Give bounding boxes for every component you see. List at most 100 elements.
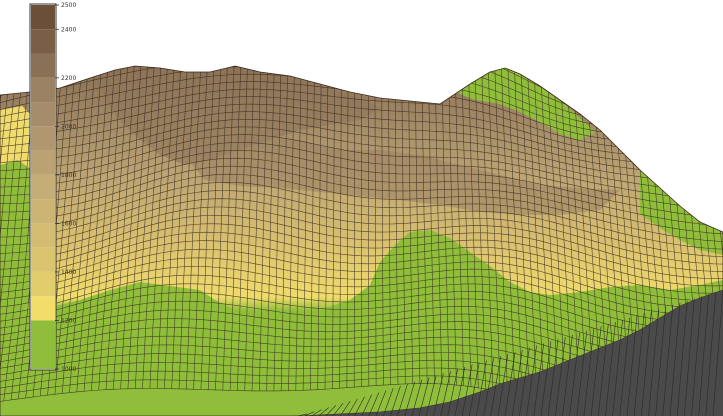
legend-band <box>31 174 55 200</box>
mesh-column <box>400 66 406 384</box>
base-wall-line <box>676 300 688 416</box>
base-wall-line <box>304 411 315 416</box>
base-wall-line <box>512 349 523 416</box>
mesh-column <box>149 66 172 389</box>
mesh-column <box>54 66 86 395</box>
mesh-column <box>91 66 119 391</box>
base-wall <box>290 289 723 416</box>
base-wall-line <box>468 362 480 416</box>
mesh-column <box>339 66 343 389</box>
mesh-column <box>222 66 237 391</box>
legend-tick-label: 2500 <box>61 2 76 9</box>
legend-tick-label: 1400 <box>61 269 76 276</box>
mesh-column <box>83 66 112 392</box>
base-wall-line <box>612 319 623 416</box>
base-wall-line <box>397 383 408 416</box>
base-wall-line <box>648 309 659 416</box>
base-wall-line <box>533 343 545 416</box>
base-wall-line <box>339 400 351 416</box>
legend-band <box>31 223 55 248</box>
mesh-column <box>302 66 310 391</box>
mesh-column <box>76 66 106 392</box>
legend-band <box>31 29 55 54</box>
base-wall-line <box>655 307 666 416</box>
mesh-column <box>0 66 20 404</box>
mesh-column <box>0 66 27 403</box>
mesh-column <box>120 66 145 390</box>
base-wall-line <box>411 379 423 416</box>
mesh-column <box>518 66 537 401</box>
base-wall-line <box>361 394 372 416</box>
mesh-column <box>565 66 589 413</box>
mesh-column <box>61 66 93 394</box>
base-wall-line <box>583 328 595 416</box>
legend-tick-label: 1800 <box>61 172 76 179</box>
mesh-column <box>266 66 277 391</box>
elevation-legend: 2500 2400 2200 2000 1800 1600 1400 1200 1000 <box>29 2 76 373</box>
base-wall-line <box>332 403 344 416</box>
base-wall-line <box>547 339 559 416</box>
mesh-column <box>499 66 516 396</box>
mesh-column <box>394 66 399 385</box>
base-wall-line <box>555 336 566 416</box>
mesh-column <box>367 66 370 387</box>
legend-band <box>31 77 55 103</box>
base-wall-line <box>504 351 516 416</box>
mesh-column <box>0 66 14 405</box>
mesh-row <box>0 66 723 79</box>
mesh-column <box>127 66 152 389</box>
mesh-column <box>525 66 545 403</box>
base-wall-line <box>519 347 530 416</box>
mesh-column <box>280 66 290 391</box>
base-wall-line <box>562 334 573 416</box>
mesh-column <box>288 66 297 391</box>
mesh-column <box>407 66 413 384</box>
legend-band <box>31 102 55 127</box>
mesh-column <box>317 66 323 390</box>
base-wall-line <box>619 317 631 416</box>
base-wall-line <box>433 373 444 416</box>
mesh-column <box>295 66 303 391</box>
base-wall-line <box>705 292 717 416</box>
base-wall-line <box>354 396 365 416</box>
base-wall-line <box>447 368 458 416</box>
mesh-column <box>105 66 132 390</box>
mesh-column <box>244 66 257 391</box>
mesh-column <box>310 66 316 391</box>
base-wall-line <box>404 381 415 416</box>
mesh-column <box>332 66 336 389</box>
base-wall-line <box>476 360 487 416</box>
legend-band <box>31 271 55 297</box>
mesh-column <box>512 66 530 399</box>
mesh-column <box>479 66 494 391</box>
lowland-patch-north-edge <box>640 170 723 255</box>
base-wall-line <box>368 392 380 416</box>
base-wall-line <box>598 324 609 416</box>
base-wall-line <box>390 386 401 416</box>
legend-tick-label: 1000 <box>61 366 76 373</box>
legend-band <box>31 296 55 321</box>
mesh-column <box>545 66 567 408</box>
mesh-column <box>551 66 574 410</box>
mesh-column <box>186 66 205 390</box>
base-wall-line <box>691 296 702 416</box>
mesh-column <box>98 66 126 391</box>
base-wall-line <box>425 375 437 416</box>
base-wall-line <box>454 366 466 416</box>
mesh-column <box>237 66 251 391</box>
base-wall-line <box>311 409 322 416</box>
mesh-column <box>164 66 185 389</box>
legend-band <box>31 126 55 151</box>
legend-band <box>31 247 55 272</box>
base-wall-line <box>375 390 387 416</box>
base-wall-line <box>590 326 602 416</box>
base-wall-line <box>698 294 709 416</box>
base-wall-line <box>490 356 501 416</box>
mesh-column <box>558 66 581 412</box>
base-wall-line <box>382 388 394 416</box>
mesh-column <box>156 66 178 389</box>
legend-tick-label: 2000 <box>61 123 76 130</box>
legend-band <box>31 320 55 369</box>
mesh-column <box>193 66 211 390</box>
